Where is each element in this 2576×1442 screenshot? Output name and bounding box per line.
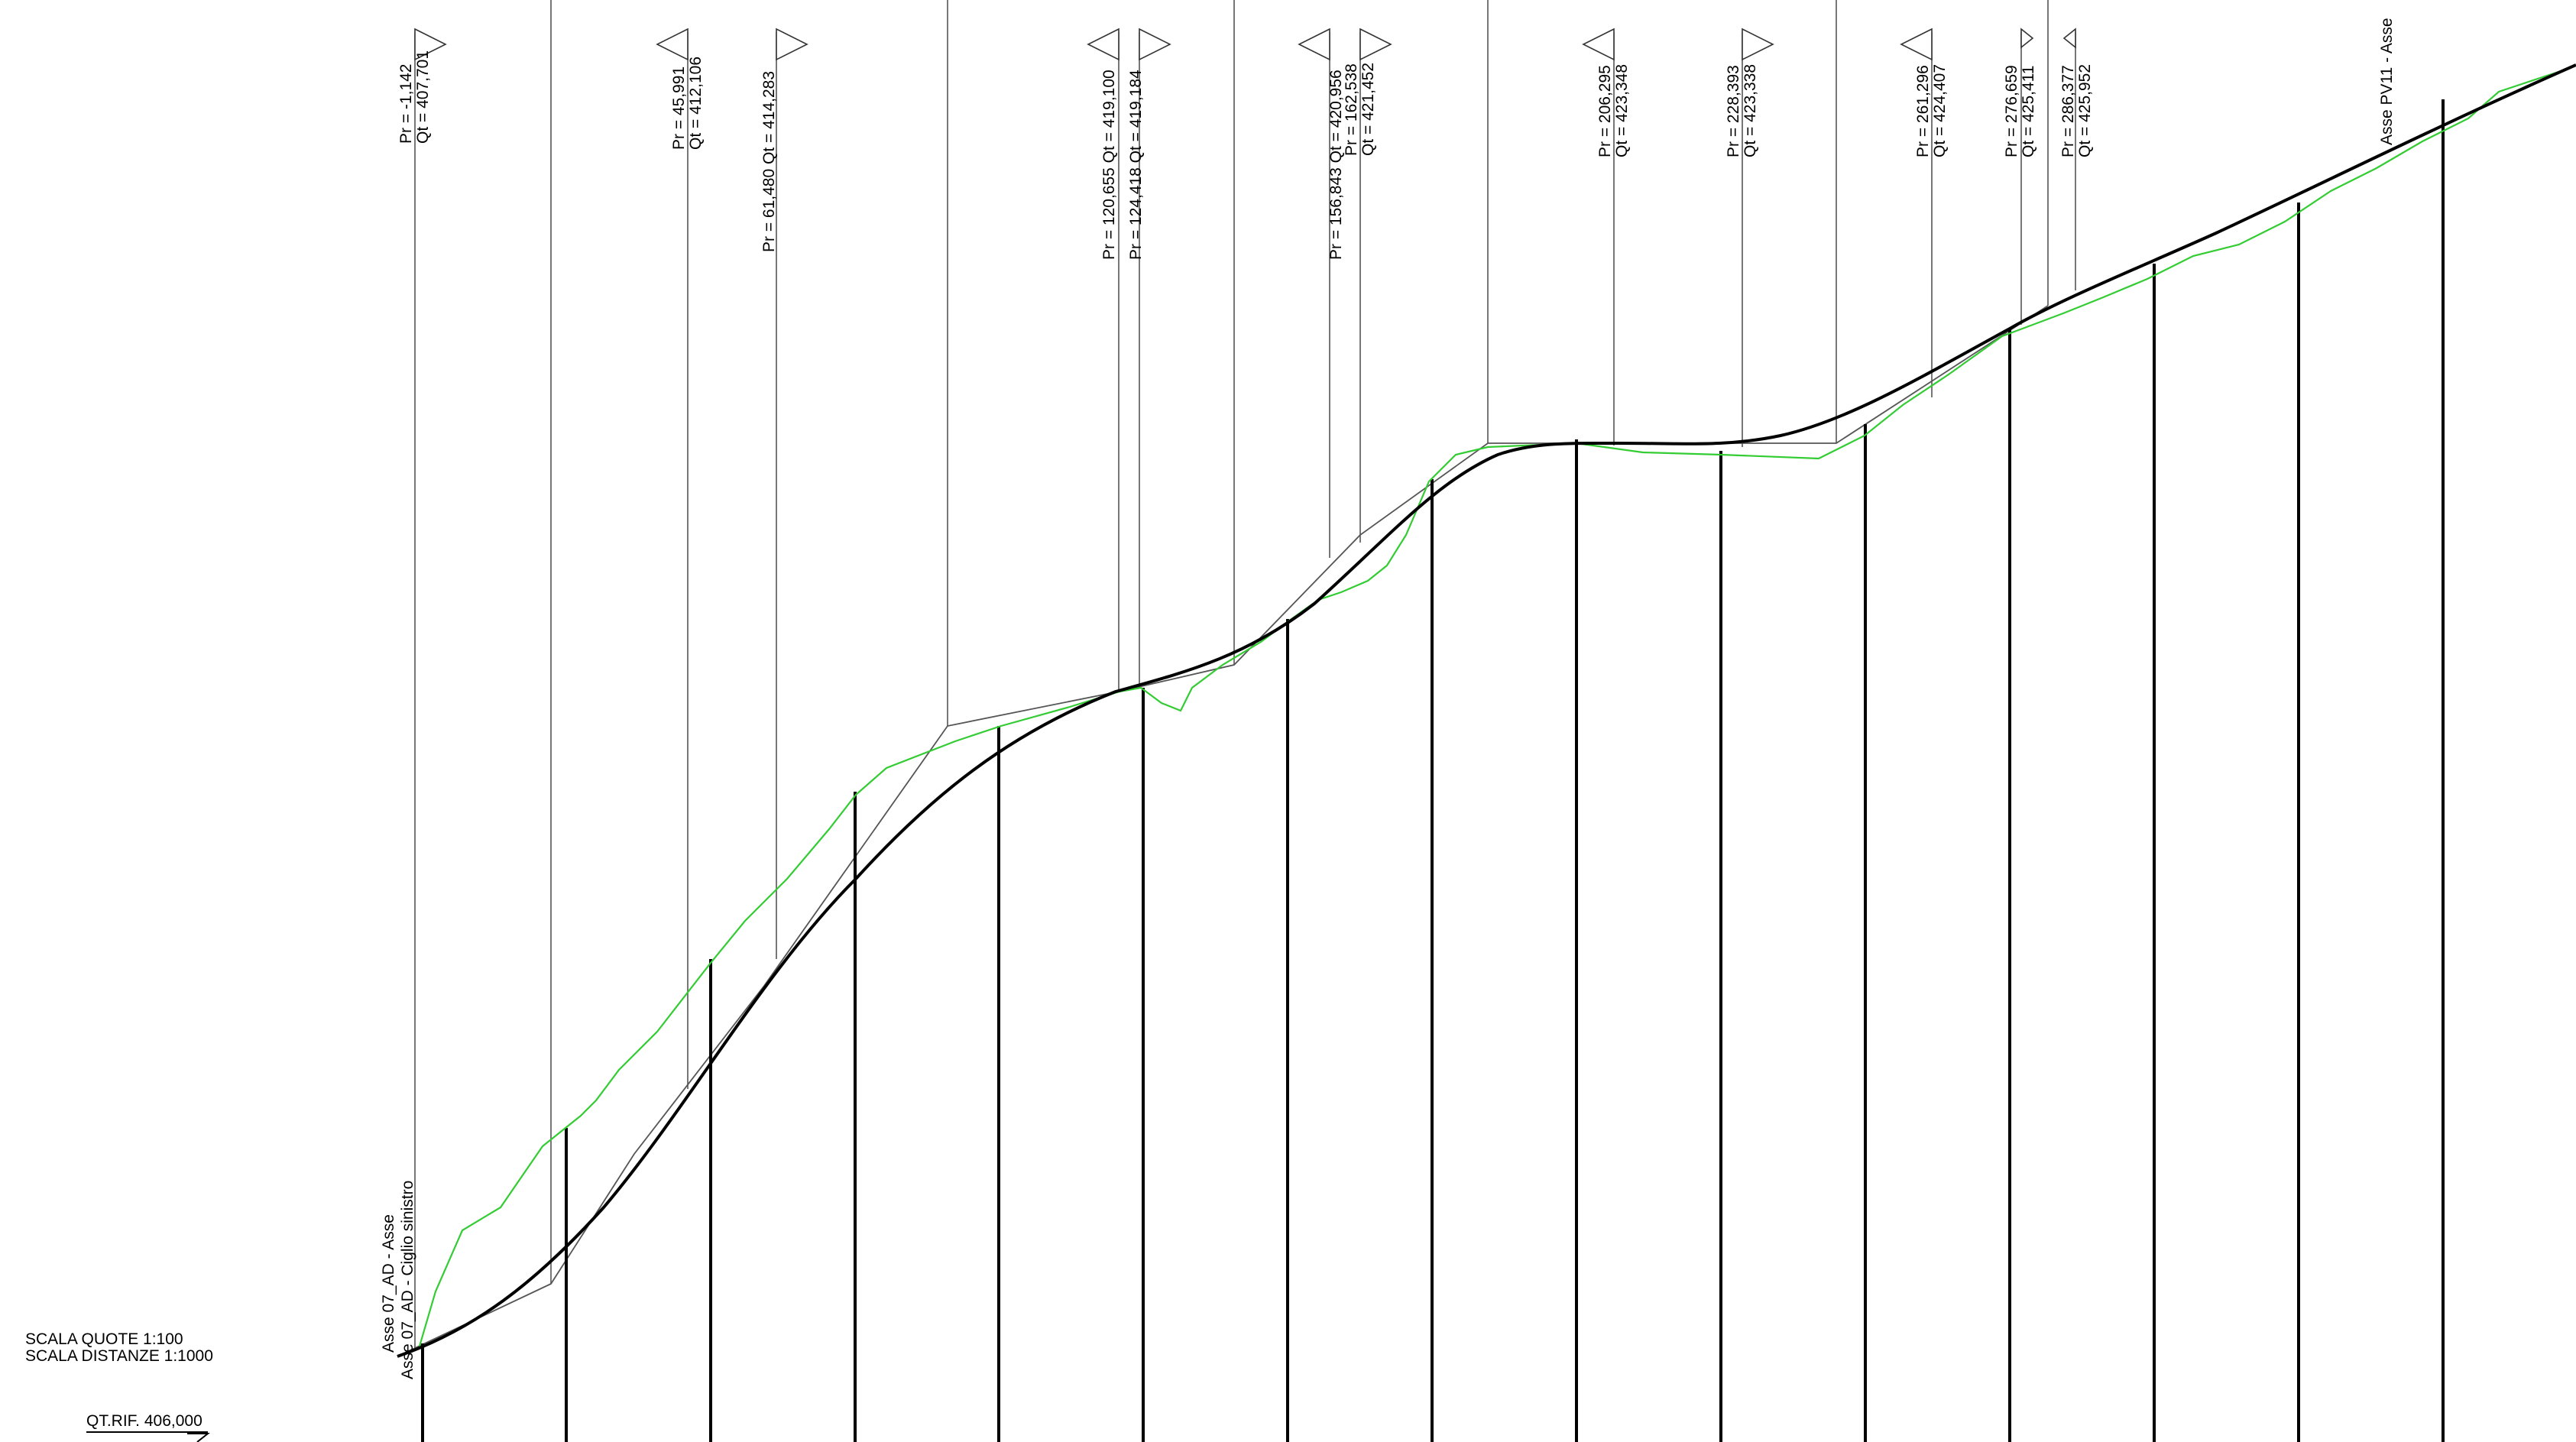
- vertex-label: Qt = 423,338: [1742, 63, 1759, 157]
- vertex-marker-icon: [1582, 28, 1615, 61]
- vertex-label: Qt = 424,407: [1931, 63, 1949, 157]
- vertex-label: Pr = 124,418 Qt = 419,184: [1127, 70, 1145, 260]
- vertex-label: Qt = 423,348: [1613, 63, 1631, 157]
- tangent-polygon: [397, 305, 2049, 1357]
- reference-elevation-label: QT.RIF. 406,000: [86, 1412, 203, 1430]
- vertex-reference-lines: [414, 0, 2076, 1349]
- vertex-label: Pr = -1,142: [397, 63, 415, 144]
- vertex-label: Qt = 425,411: [2020, 65, 2037, 157]
- vertex-marker-icon: [414, 28, 447, 61]
- vertex-label: Pr = 162,538: [1343, 63, 1360, 156]
- vertex-label: Pr = 261,296: [1914, 65, 1932, 157]
- vertex-marker-icon: [1087, 28, 1120, 61]
- vertex-marker-icon: [776, 28, 808, 61]
- vertex-marker-icon: [1900, 28, 1933, 61]
- vertex-marker-icon: [2020, 28, 2034, 49]
- scale-heights-label: SCALA QUOTE 1:100: [25, 1330, 183, 1348]
- vertex-marker-icon: [1298, 28, 1330, 61]
- vertex-label: Qt = 412,106: [687, 56, 705, 150]
- vertex-marker-icon: [1139, 28, 1171, 61]
- vertex-label: Pr = 276,659: [2003, 65, 2020, 157]
- vertex-label: Pr = 228,393: [1725, 65, 1742, 157]
- vertex-label: Qt = 425,952: [2076, 63, 2094, 157]
- vertex-label: Pr = 286,377: [2059, 65, 2077, 157]
- vertex-label: Qt = 407,701: [414, 50, 432, 144]
- vertex-label: Pr = 206,295: [1596, 65, 1614, 157]
- axis-intersection-label: Asse PV11 - Asse: [2378, 18, 2396, 145]
- project-profile: [397, 63, 2576, 1358]
- reference-line: [86, 1431, 210, 1442]
- vertex-marker-icon: [1359, 28, 1392, 61]
- vertex-marker-icon: [1742, 28, 1774, 61]
- terrain-profile: [417, 67, 2568, 1350]
- axis-main-label: Asse 07_AD - Asse: [380, 1214, 397, 1353]
- axis-left-edge-label: Asse 07_AD - Ciglio sinistro: [399, 1180, 416, 1379]
- vertex-label: Pr = 120,655 Qt = 419,100: [1100, 70, 1118, 260]
- reference-marker-icon: [187, 1433, 210, 1442]
- vertex-label: Qt = 421,452: [1359, 62, 1377, 156]
- vertex-label: Pr = 61,480 Qt = 414,283: [760, 70, 778, 252]
- scale-distances-label: SCALA DISTANZE 1:1000: [25, 1347, 213, 1365]
- vertex-markers: [414, 28, 2076, 61]
- section-lines: [421, 99, 2445, 1442]
- vertex-marker-icon: [2062, 28, 2076, 49]
- vertex-label: Pr = 45,991: [670, 66, 688, 150]
- vertex-marker-icon: [656, 28, 689, 61]
